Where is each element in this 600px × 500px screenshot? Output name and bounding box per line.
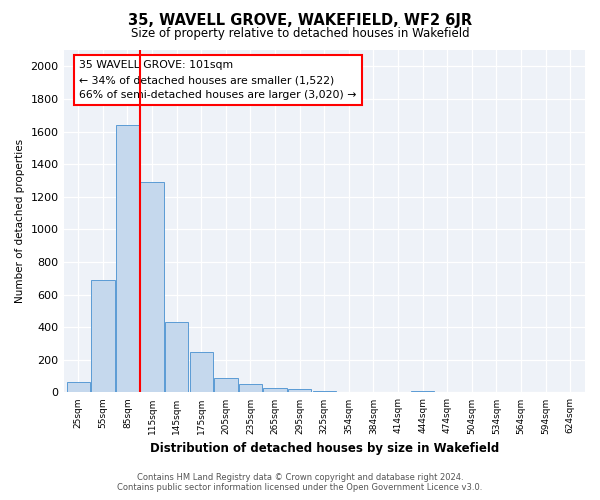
Bar xyxy=(140,182,164,392)
Text: Contains HM Land Registry data © Crown copyright and database right 2024.
Contai: Contains HM Land Registry data © Crown c… xyxy=(118,473,482,492)
Text: 35 WAVELL GROVE: 101sqm
← 34% of detached houses are smaller (1,522)
66% of semi: 35 WAVELL GROVE: 101sqm ← 34% of detache… xyxy=(79,60,356,100)
Bar xyxy=(190,352,213,393)
Bar xyxy=(214,378,238,392)
Bar xyxy=(116,125,139,392)
Bar xyxy=(91,280,115,392)
Bar xyxy=(288,389,311,392)
Bar xyxy=(67,382,90,392)
Text: 35, WAVELL GROVE, WAKEFIELD, WF2 6JR: 35, WAVELL GROVE, WAKEFIELD, WF2 6JR xyxy=(128,12,472,28)
Bar xyxy=(263,388,287,392)
Text: Size of property relative to detached houses in Wakefield: Size of property relative to detached ho… xyxy=(131,28,469,40)
Y-axis label: Number of detached properties: Number of detached properties xyxy=(15,139,25,304)
Bar xyxy=(239,384,262,392)
X-axis label: Distribution of detached houses by size in Wakefield: Distribution of detached houses by size … xyxy=(149,442,499,455)
Bar xyxy=(411,391,434,392)
Bar xyxy=(165,322,188,392)
Bar xyxy=(313,391,336,392)
